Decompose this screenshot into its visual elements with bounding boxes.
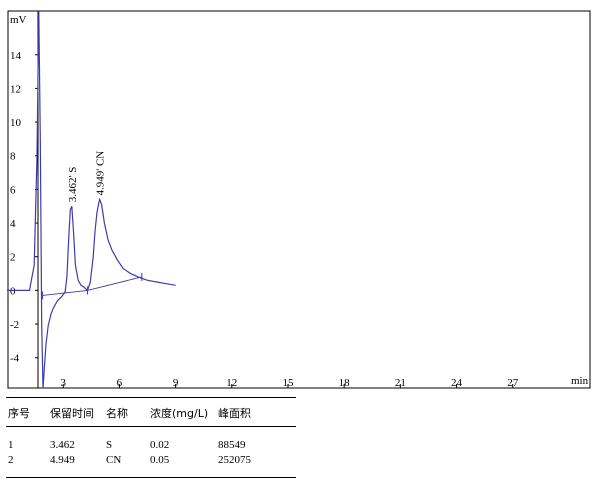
- y-tick-label: 2: [10, 252, 16, 264]
- table-row: 1 3.462 S 0.02 88549: [6, 439, 296, 453]
- x-tick-label: 27: [507, 377, 519, 389]
- header-name: 名称: [106, 407, 128, 420]
- x-tick-label: 3: [60, 377, 66, 389]
- y-tick-label: 6: [10, 184, 16, 196]
- table-header-row: 序号 保留时间 名称 浓度(mg/L) 峰面积: [6, 405, 296, 420]
- x-tick-label: 18: [339, 377, 351, 389]
- peak-label: 4.949' CN: [95, 151, 107, 196]
- y-tick-label: 4: [10, 218, 16, 230]
- row2-concentration: 0.05: [150, 454, 170, 466]
- peak-label: 3.462' S: [67, 167, 79, 203]
- row2-retention-time: 4.949: [50, 454, 75, 466]
- table-top-rule: [6, 397, 296, 398]
- row2-index: 2: [8, 454, 14, 466]
- y-axis-unit-label: mV: [10, 14, 27, 26]
- table-bottom-rule: [6, 477, 296, 478]
- row2-name: CN: [106, 454, 122, 466]
- row1-concentration: 0.02: [150, 439, 170, 451]
- table-row: 2 4.949 CN 0.05 252075: [6, 454, 296, 468]
- y-tick-label: 8: [10, 151, 16, 163]
- x-axis-unit-label: min: [571, 375, 589, 387]
- row1-index: 1: [8, 439, 14, 451]
- plot-frame: [7, 10, 591, 389]
- chromatogram-signal-line: [7, 10, 176, 389]
- row1-peak-area: 88549: [218, 439, 246, 451]
- y-tick-label: -4: [10, 353, 20, 365]
- x-tick-label: 24: [451, 377, 463, 389]
- table-header-rule: [6, 426, 296, 427]
- header-index: 序号: [8, 407, 30, 420]
- integration-baseline: [42, 276, 143, 296]
- x-tick-label: 6: [117, 377, 123, 389]
- y-tick-label: 12: [10, 83, 21, 95]
- y-tick-label: -2: [10, 319, 19, 331]
- y-tick-label: 10: [10, 117, 22, 129]
- header-retention-time: 保留时间: [50, 407, 94, 420]
- y-tick-label: 0: [10, 285, 16, 297]
- x-tick-label: 9: [173, 377, 179, 389]
- row1-retention-time: 3.462: [50, 439, 75, 451]
- x-tick-label: 12: [226, 377, 237, 389]
- header-concentration: 浓度(mg/L): [150, 407, 209, 420]
- row2-peak-area: 252075: [218, 454, 251, 466]
- row1-name: S: [106, 439, 113, 451]
- header-peak-area: 峰面积: [218, 407, 251, 420]
- x-tick-label: 21: [395, 377, 406, 389]
- x-tick-label: 15: [282, 377, 294, 389]
- y-tick-label: 14: [10, 50, 22, 62]
